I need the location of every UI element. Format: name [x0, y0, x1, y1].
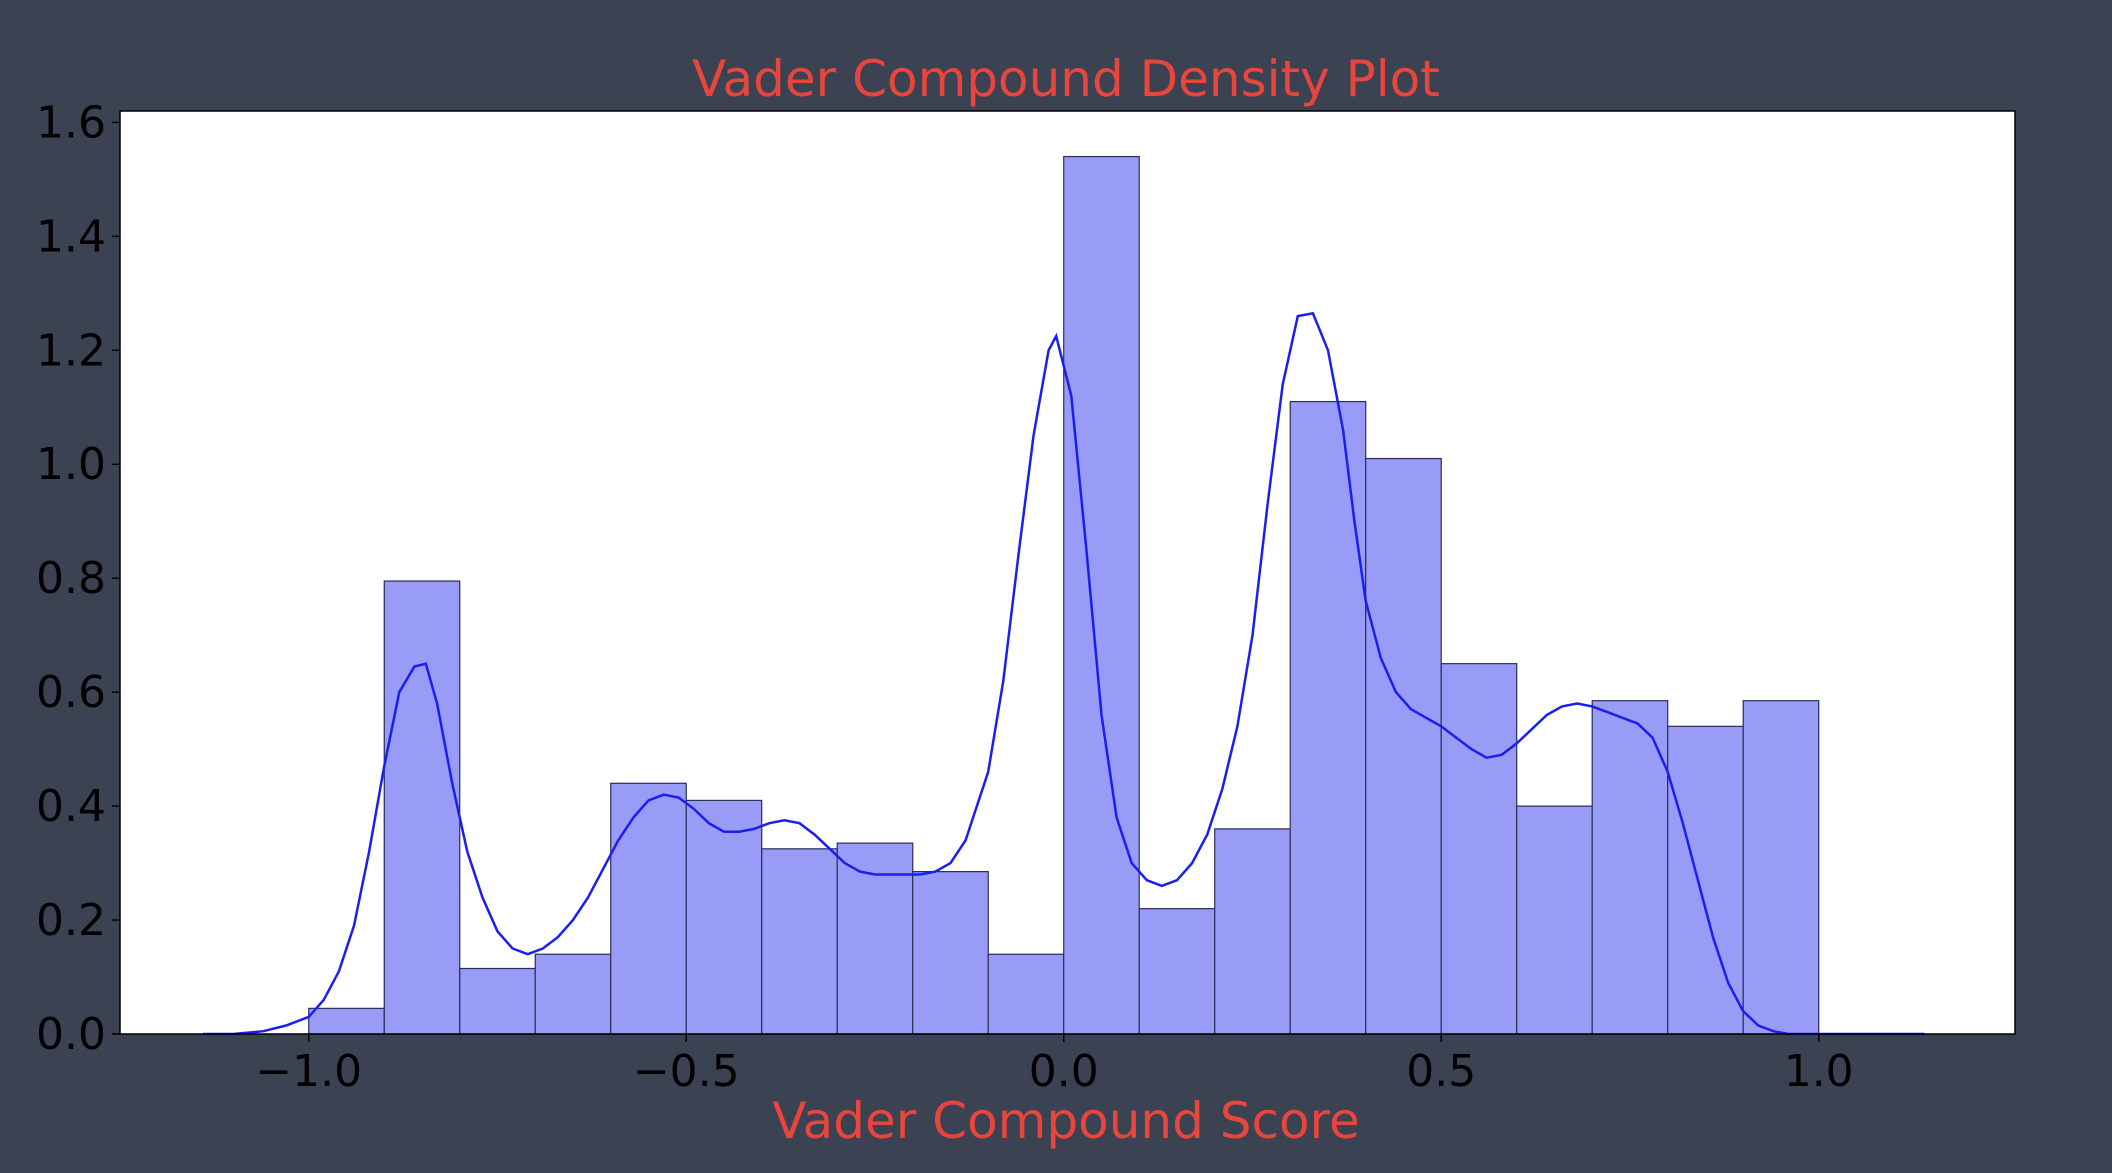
histogram-bar — [1138, 908, 1216, 1035]
y-axis: 0.0 0.2 0.4 0.6 0.8 1.0 1.2 1.4 1.6 — [36, 97, 120, 1060]
histogram-bar — [1063, 155, 1140, 1035]
histogram-bar — [836, 842, 914, 1035]
x-axis-label: Vader Compound Score — [772, 1092, 1360, 1150]
histogram-bar — [1214, 828, 1291, 1035]
histogram-bar — [1365, 457, 1442, 1035]
histogram-bar — [912, 871, 989, 1035]
x-tick-label: −0.5 — [633, 1046, 740, 1097]
histogram-bars — [308, 155, 1820, 1035]
x-tick-label: 1.0 — [1784, 1046, 1854, 1097]
y-tick-label: 1.4 — [36, 211, 106, 262]
histogram-bar — [1516, 805, 1593, 1035]
plot-frame — [119, 110, 2016, 1035]
x-tick-label: 0.0 — [1029, 1046, 1099, 1097]
histogram-bar — [459, 967, 536, 1035]
histogram-bar — [1289, 400, 1367, 1035]
y-tick-label: 1.0 — [36, 439, 106, 490]
y-tick-label: 1.2 — [36, 325, 106, 376]
y-tick-label: 0.4 — [36, 781, 106, 832]
y-tick-label: 0.6 — [36, 667, 106, 718]
histogram-bar — [1440, 663, 1518, 1035]
x-tick-label: 0.5 — [1406, 1046, 1476, 1097]
histogram-bar — [987, 953, 1065, 1035]
histogram-bar — [308, 1007, 385, 1035]
histogram-bar — [1591, 700, 1669, 1035]
chart-title: Vader Compound Density Plot — [692, 50, 1440, 108]
kde-density-line — [203, 311, 1925, 1036]
histogram-bar — [610, 782, 687, 1035]
y-tick-label: 0.8 — [36, 553, 106, 604]
y-tick-label: 0.0 — [36, 1009, 106, 1060]
histogram-bar — [1742, 700, 1820, 1035]
histogram-bar — [1667, 725, 1744, 1035]
x-tick-label: −1.0 — [255, 1046, 362, 1097]
histogram-bar — [685, 799, 763, 1035]
histogram-bar — [534, 953, 612, 1035]
y-tick-label: 1.6 — [36, 97, 106, 148]
histogram-bar — [383, 580, 461, 1035]
x-axis: −1.0 −0.5 0.0 0.5 1.0 — [255, 1034, 1854, 1097]
y-tick-label: 0.2 — [36, 895, 106, 946]
histogram-bar — [761, 848, 838, 1035]
